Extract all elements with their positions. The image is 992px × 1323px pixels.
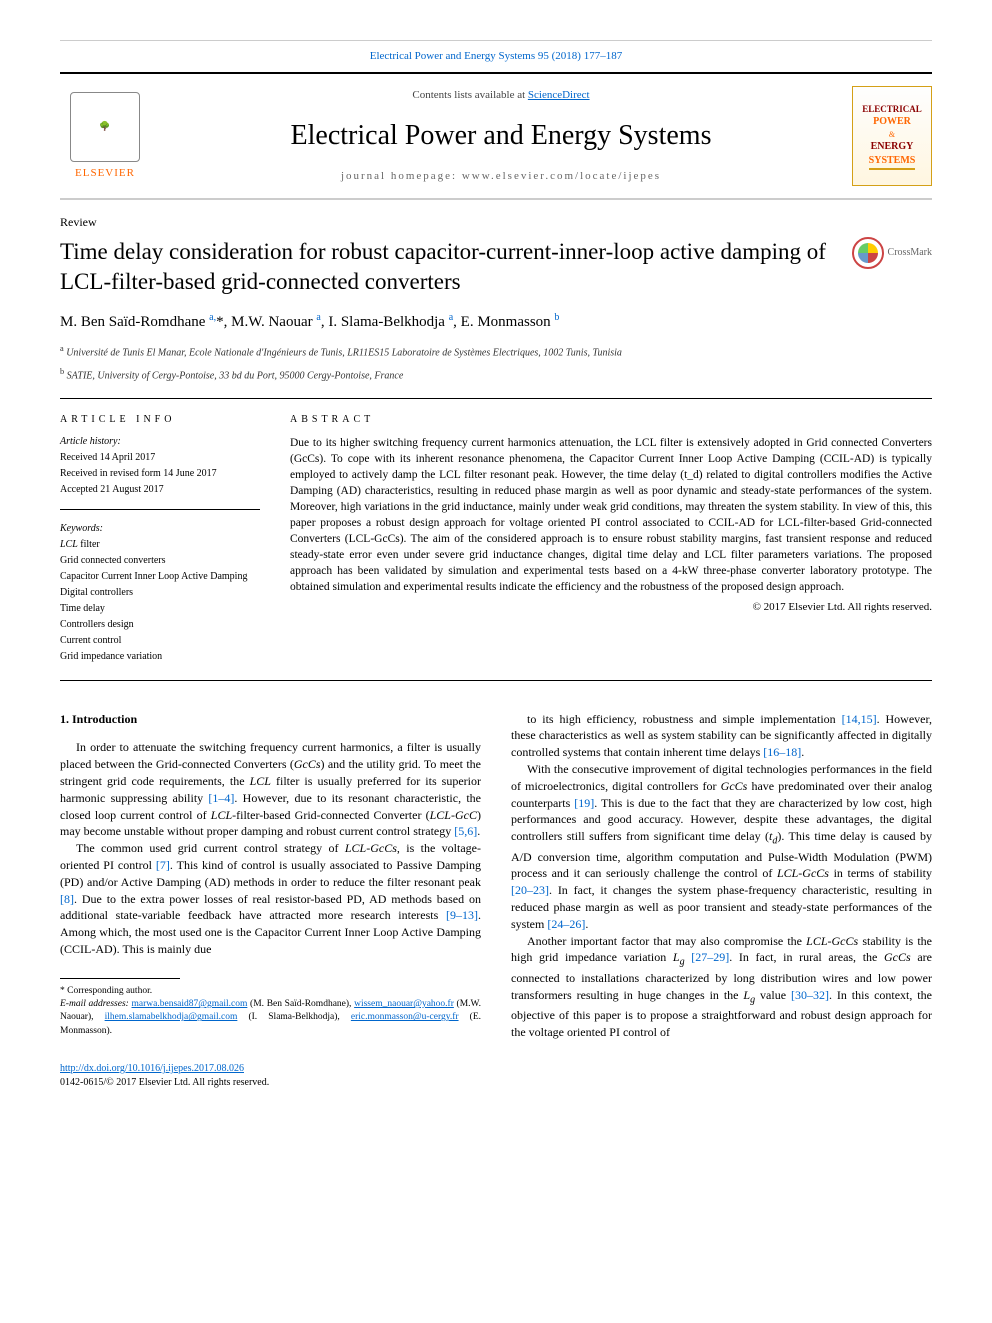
history-label: Article history: [60,435,260,449]
keyword-item: Current control [60,634,260,648]
crossmark-badge[interactable]: CrossMark [852,237,932,269]
masthead: 🌳 ELSEVIER Contents lists available at S… [60,72,932,200]
reference-link[interactable]: [14,15] [842,712,877,726]
journal-homepage: journal homepage: www.elsevier.com/locat… [150,169,852,184]
keyword-item: Grid connected converters [60,554,260,568]
reference-link[interactable]: [9–13] [446,908,478,922]
keyword-item: LCL filter [60,538,260,552]
column-right: to its high efficiency, robustness and s… [511,711,932,1090]
contents-line: Contents lists available at ScienceDirec… [150,88,852,103]
keyword-item: Controllers design [60,618,260,632]
sciencedirect-link[interactable]: ScienceDirect [528,89,590,101]
email-link[interactable]: ilhem.slamabelkhodja@gmail.com [105,1012,238,1022]
body-paragraph: The common used grid current control str… [60,840,481,958]
keywords-label: Keywords: [60,522,260,536]
history-item: Received in revised form 14 June 2017 [60,467,260,481]
reference-link[interactable]: [1–4] [208,791,234,805]
abstract-heading: ABSTRACT [290,413,932,427]
reference-link[interactable]: [16–18] [763,745,801,759]
reference-link[interactable]: [24–26] [547,917,585,931]
top-citation: Electrical Power and Energy Systems 95 (… [60,40,932,72]
body-paragraph: In order to attenuate the switching freq… [60,739,481,840]
email-link[interactable]: marwa.bensaid87@gmail.com [132,999,248,1009]
publisher-label: ELSEVIER [75,166,135,181]
reference-link[interactable]: [8] [60,892,74,906]
authors-line: M. Ben Saïd-Romdhane a,*, M.W. Naouar a,… [60,311,932,333]
article-info-heading: ARTICLE INFO [60,413,260,427]
journal-cover-icon: ELECTRICAL POWER & ENERGY SYSTEMS [852,86,932,186]
history-item: Accepted 21 August 2017 [60,483,260,497]
reference-link[interactable]: [27–29] [691,950,729,964]
section-heading-1: 1. Introduction [60,711,481,728]
footnote-separator [60,978,180,979]
affiliation: b SATIE, University of Cergy-Pontoise, 3… [60,366,932,383]
homepage-url[interactable]: www.elsevier.com/locate/ijepes [462,170,661,182]
doi-link[interactable]: http://dx.doi.org/10.1016/j.ijepes.2017.… [60,1063,244,1074]
abstract-text: Due to its higher switching frequency cu… [290,435,932,596]
article-title: Time delay consideration for robust capa… [60,237,840,297]
issn-copyright: 0142-0615/© 2017 Elsevier Ltd. All right… [60,1076,481,1090]
crossmark-label: CrossMark [888,246,932,260]
body-paragraph: With the consecutive improvement of digi… [511,761,932,933]
divider [60,680,932,681]
abstract-copyright: © 2017 Elsevier Ltd. All rights reserved… [290,600,932,615]
keyword-item: Digital controllers [60,586,260,600]
emails-footnote: E-mail addresses: marwa.bensaid87@gmail.… [60,998,481,1038]
article-info: ARTICLE INFO Article history: Received 1… [60,413,260,666]
crossmark-icon [852,237,884,269]
divider [60,398,932,399]
keyword-item: Time delay [60,602,260,616]
article-type: Review [60,214,932,231]
keyword-item: Capacitor Current Inner Loop Active Damp… [60,570,260,584]
journal-title: Electrical Power and Energy Systems [150,116,852,155]
body-paragraph: Another important factor that may also c… [511,933,932,1041]
reference-link[interactable]: [19] [574,796,594,810]
corresponding-footnote: * Corresponding author. [60,985,481,998]
elsevier-tree-icon: 🌳 [70,92,140,162]
contents-prefix: Contents lists available at [412,89,527,101]
email-link[interactable]: eric.monmasson@u-cergy.fr [351,1012,459,1022]
reference-link[interactable]: [30–32] [791,988,829,1002]
publisher-logo: 🌳 ELSEVIER [60,92,150,181]
body-paragraph: to its high efficiency, robustness and s… [511,711,932,761]
reference-link[interactable]: [7] [156,858,170,872]
affiliation: a Université de Tunis El Manar, Ecole Na… [60,343,932,360]
email-link[interactable]: wissem_naouar@yahoo.fr [354,999,454,1009]
history-item: Received 14 April 2017 [60,451,260,465]
keyword-item: Grid impedance variation [60,650,260,664]
reference-link[interactable]: [5,6] [454,824,477,838]
info-divider [60,509,260,510]
reference-link[interactable]: [20–23] [511,883,549,897]
column-left: 1. Introduction In order to attenuate th… [60,711,481,1090]
abstract: ABSTRACT Due to its higher switching fre… [290,413,932,666]
